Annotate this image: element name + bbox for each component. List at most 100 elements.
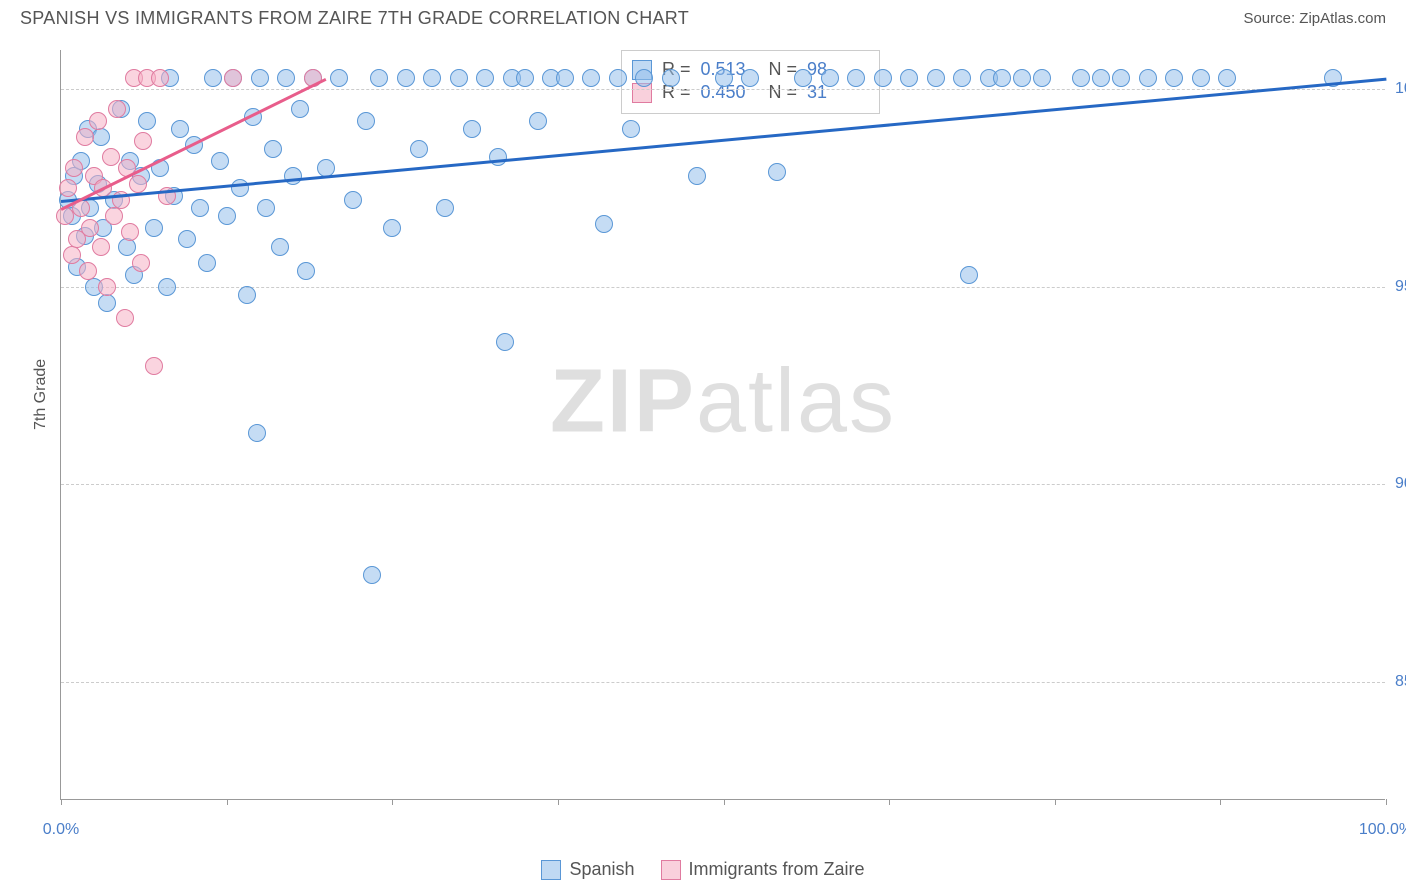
data-point-spanish [1112,69,1130,87]
data-point-spanish [1165,69,1183,87]
data-point-spanish [145,219,163,237]
x-tick [1055,799,1056,805]
data-point-zaire [79,262,97,280]
data-point-spanish [1092,69,1110,87]
n-label: N = [769,82,798,103]
data-point-spanish [715,69,733,87]
data-point-spanish [794,69,812,87]
legend-label-spanish: Spanish [569,859,634,880]
data-point-spanish [622,120,640,138]
data-point-spanish [821,69,839,87]
data-point-spanish [423,69,441,87]
data-point-spanish [595,215,613,233]
legend-item-zaire: Immigrants from Zaire [661,859,865,880]
data-point-spanish [370,69,388,87]
x-tick [558,799,559,805]
x-tick-label: 100.0% [1359,821,1406,839]
data-point-spanish [741,69,759,87]
data-point-spanish [609,69,627,87]
data-point-spanish [297,262,315,280]
gridline-h [61,682,1385,683]
data-point-spanish [874,69,892,87]
data-point-zaire [59,179,77,197]
data-point-spanish [436,199,454,217]
data-point-spanish [264,140,282,158]
data-point-spanish [118,238,136,256]
data-point-spanish [357,112,375,130]
data-point-spanish [191,199,209,217]
data-point-spanish [277,69,295,87]
data-point-spanish [218,207,236,225]
x-tick [889,799,890,805]
data-point-zaire [81,219,99,237]
data-point-zaire [151,69,169,87]
data-point-zaire [116,309,134,327]
legend-item-spanish: Spanish [541,859,634,880]
data-point-spanish [251,69,269,87]
data-point-spanish [344,191,362,209]
legend-label-zaire: Immigrants from Zaire [689,859,865,880]
swatch-pink-icon [661,860,681,880]
data-point-spanish [211,152,229,170]
data-point-spanish [662,69,680,87]
data-point-spanish [450,69,468,87]
swatch-blue-icon [541,860,561,880]
data-point-spanish [1192,69,1210,87]
data-point-spanish [489,148,507,166]
data-point-spanish [158,278,176,296]
data-point-spanish [92,128,110,146]
y-axis-title: 7th Grade [32,359,50,430]
x-tick [1220,799,1221,805]
source-label: Source: ZipAtlas.com [1243,10,1386,27]
data-point-zaire [105,207,123,225]
gridline-h [61,89,1385,90]
data-point-spanish [383,219,401,237]
gridline-h [61,484,1385,485]
data-point-spanish [257,199,275,217]
watermark-light: atlas [696,352,896,452]
n-label: N = [769,59,798,80]
data-point-spanish [516,69,534,87]
data-point-spanish [1072,69,1090,87]
data-point-spanish [960,266,978,284]
data-point-spanish [688,167,706,185]
data-point-spanish [98,294,116,312]
data-point-zaire [65,159,83,177]
data-point-spanish [847,69,865,87]
gridline-h [61,287,1385,288]
data-point-zaire [121,223,139,241]
y-tick-label: 95.0% [1395,278,1406,296]
data-point-zaire [63,246,81,264]
data-point-spanish [198,254,216,272]
chart-title: SPANISH VS IMMIGRANTS FROM ZAIRE 7TH GRA… [20,8,689,29]
data-point-spanish [529,112,547,130]
x-tick [61,799,62,805]
y-tick-label: 100.0% [1395,80,1406,98]
data-point-zaire [134,132,152,150]
x-tick [227,799,228,805]
y-tick-label: 85.0% [1395,673,1406,691]
data-point-spanish [900,69,918,87]
data-point-spanish [927,69,945,87]
x-tick-label: 0.0% [43,821,79,839]
data-point-spanish [768,163,786,181]
data-point-spanish [138,112,156,130]
data-point-spanish [476,69,494,87]
data-point-zaire [102,148,120,166]
data-point-spanish [178,230,196,248]
data-point-spanish [582,69,600,87]
data-point-zaire [145,357,163,375]
data-point-spanish [635,69,653,87]
data-point-spanish [363,566,381,584]
data-point-zaire [76,128,94,146]
data-point-spanish [271,238,289,256]
y-tick-label: 90.0% [1395,475,1406,493]
data-point-spanish [238,286,256,304]
data-point-zaire [89,112,107,130]
data-point-spanish [204,69,222,87]
data-point-zaire [224,69,242,87]
data-point-spanish [556,69,574,87]
chart-plot-area: ZIPatlas R = 0.513 N = 98 R = 0.450 N = … [60,50,1385,800]
data-point-spanish [953,69,971,87]
data-point-spanish [1013,69,1031,87]
